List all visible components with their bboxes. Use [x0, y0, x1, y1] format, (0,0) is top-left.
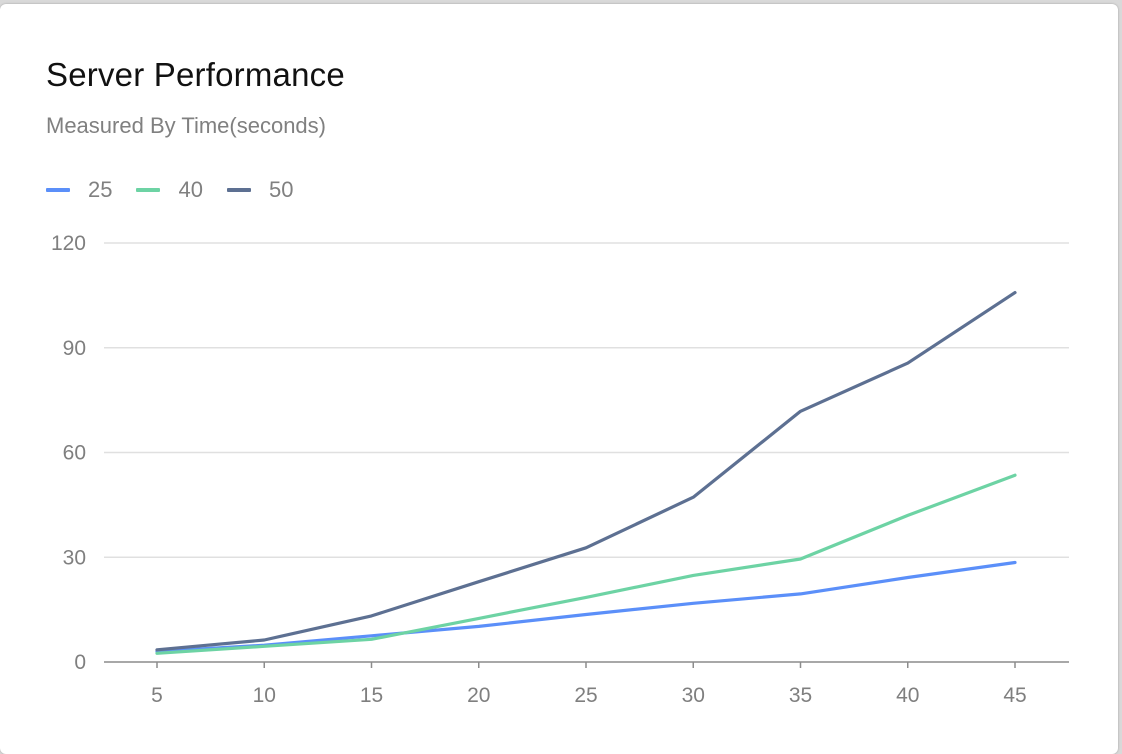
- legend-swatch-25: [46, 188, 70, 192]
- y-tick-label-0: 0: [74, 651, 86, 674]
- axis-layer: 0 30 60 90 120 5 10 15 20 25 30 35 40 45: [51, 232, 1069, 707]
- y-tick-label-120: 120: [51, 232, 86, 255]
- x-tick-label-30: 30: [682, 684, 705, 707]
- x-tick-label-5: 5: [151, 684, 163, 707]
- legend-label-50: 50: [268, 177, 294, 202]
- x-tick-label-25: 25: [574, 684, 597, 707]
- chart-card: Server Performance Measured By Time(seco…: [0, 4, 1118, 754]
- x-tick-label-10: 10: [253, 684, 276, 707]
- x-tick-label-35: 35: [789, 684, 812, 707]
- series-layer: [155, 291, 1017, 655]
- chart-subtitle: Measured By Time(seconds): [46, 113, 326, 138]
- y-tick-label-30: 30: [63, 546, 86, 569]
- legend-label-40: 40: [178, 177, 203, 202]
- legend-swatch-50: [226, 188, 251, 192]
- series-line-40[interactable]: [155, 473, 1017, 655]
- x-tick-label-15: 15: [360, 684, 383, 707]
- legend: 25 40 50: [46, 177, 293, 203]
- x-tick-label-45: 45: [1003, 684, 1026, 707]
- chart-title: Server Performance: [46, 56, 345, 93]
- grid-layer: [104, 242, 1069, 558]
- series-line-50[interactable]: [155, 291, 1017, 652]
- legend-swatch-40: [136, 188, 161, 192]
- legend-item-50[interactable]: 50: [226, 177, 294, 203]
- y-tick-label-90: 90: [63, 337, 86, 360]
- legend-item-40[interactable]: 40: [136, 177, 203, 203]
- x-tick-label-20: 20: [467, 684, 490, 707]
- series-line-25[interactable]: [155, 560, 1017, 654]
- legend-item-25[interactable]: 25: [46, 177, 112, 203]
- x-tick-label-40: 40: [896, 684, 919, 707]
- y-tick-label-60: 60: [63, 442, 86, 465]
- legend-label-25: 25: [88, 177, 113, 202]
